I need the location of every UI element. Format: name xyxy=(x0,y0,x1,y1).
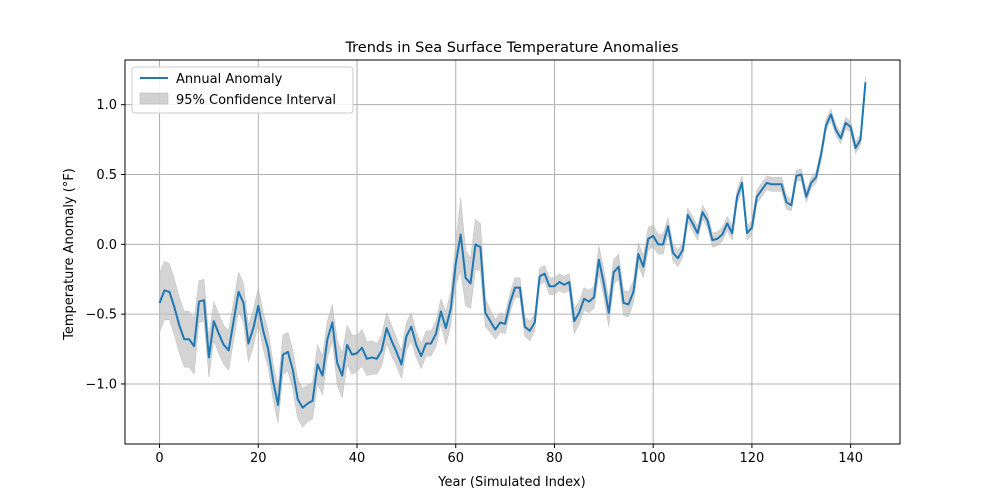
x-tick-label: 40 xyxy=(349,451,366,466)
y-tick-label: 0.5 xyxy=(96,168,117,183)
y-tick-label: −1.0 xyxy=(85,377,117,392)
x-tick-label: 0 xyxy=(155,451,163,466)
x-tick-label: 140 xyxy=(838,451,863,466)
x-tick-label: 80 xyxy=(546,451,563,466)
legend-frame xyxy=(131,66,354,114)
chart-title: Trends in Sea Surface Temperature Anomal… xyxy=(344,40,678,56)
legend: Annual Anomaly 95% Confidence Interval xyxy=(131,66,354,114)
y-axis-label: Temperature Anomaly (°F) xyxy=(62,168,77,341)
tick-layer: 0 20 40 60 80 100 120 140 −1.0 −0.5 0.0 0.5 1.0 xyxy=(85,98,863,466)
x-tick-label: 20 xyxy=(250,451,267,466)
x-tick-label: 100 xyxy=(641,451,666,466)
legend-label-annual-anomaly: Annual Anomaly xyxy=(176,72,283,87)
plot-frame xyxy=(124,59,901,445)
y-tick-label: −0.5 xyxy=(85,308,117,323)
legend-band-swatch xyxy=(139,92,169,105)
x-tick-label: 60 xyxy=(447,451,464,466)
y-tick-label: 1.0 xyxy=(96,98,117,113)
series-line-annual-anomaly xyxy=(158,82,867,409)
x-tick-label: 120 xyxy=(739,451,764,466)
x-axis-label: Year (Simulated Index) xyxy=(437,475,585,490)
legend-label-confidence-interval: 95% Confidence Interval xyxy=(176,93,336,108)
series-line-layer xyxy=(158,82,867,409)
y-tick-label: 0.0 xyxy=(96,238,117,253)
